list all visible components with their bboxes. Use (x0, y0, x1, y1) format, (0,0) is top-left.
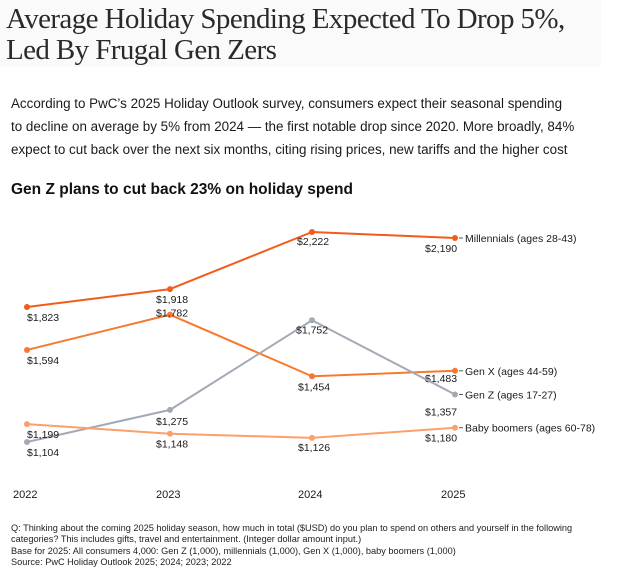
intro-paragraph: According to PwC’s 2025 Holiday Outlook … (11, 92, 621, 161)
data-point (452, 424, 458, 431)
data-point (309, 373, 315, 380)
data-label: $1,454 (298, 381, 330, 393)
data-label: $1,594 (27, 355, 59, 367)
data-point (309, 317, 315, 324)
data-point (452, 367, 458, 374)
legend-label-gen-z: Gen Z (ages 17-27) (465, 389, 557, 401)
data-point (24, 421, 30, 428)
series-line-millennials (26, 231, 456, 308)
data-label: $1,126 (298, 442, 330, 454)
series-line-gen-z (26, 319, 456, 443)
intro-line-2: to decline on average by 5% from 2024 — … (11, 119, 575, 134)
legend-label-millennials: Millennials (ages 28-43) (465, 233, 576, 245)
series-millennials: $1,823 $1,918 $2,222 $2,190 Millennials (age… (24, 229, 576, 324)
data-label: $1,918 (156, 294, 188, 306)
data-point (167, 286, 173, 293)
series-line-baby-boomers (26, 423, 456, 439)
data-label: $1,823 (27, 312, 59, 324)
footnote-question-2: categories? This includes gifts, travel … (11, 534, 362, 545)
line-chart: $1,823 $1,918 $2,222 $2,190 Millennials (age… (13, 229, 595, 501)
data-point (309, 434, 315, 441)
data-point (167, 406, 173, 413)
intro-line-3: expect to cut back over the next six mon… (11, 142, 568, 157)
data-label: $1,357 (425, 406, 457, 418)
legend-label-gen-x: Gen X (ages 44-59) (465, 366, 557, 378)
x-tick-label: 2025 (441, 489, 465, 501)
x-tick-label: 2024 (298, 489, 322, 501)
x-tick-label: 2022 (13, 489, 37, 501)
footnote-base: Base for 2025: All consumers 4,000: Gen … (11, 545, 456, 556)
headline-box: Average Holiday Spending Expected To Dro… (0, 0, 601, 67)
series-line-gen-x (26, 313, 456, 378)
data-point (24, 346, 30, 353)
data-label: $1,483 (425, 373, 457, 385)
data-point (452, 391, 458, 398)
data-label: $1,275 (156, 416, 188, 428)
data-label: $2,222 (297, 236, 329, 248)
legend-label-baby-boomers: Baby boomers (ages 60-78) (465, 423, 595, 435)
data-point (167, 311, 173, 318)
footnote-source: Source: PwC Holiday Outlook 2025; 2024; … (11, 557, 232, 568)
data-point (24, 303, 30, 310)
series-baby-boomers: $1,199 $1,148 $1,126 $1,180 Baby boomers (ag… (24, 421, 595, 454)
series-gen-x: $1,594 $1,782 $1,454 $1,483 Gen X (ages 44-5… (24, 308, 557, 393)
data-label: $1,782 (156, 308, 188, 320)
footnote-question-1: Q: Thinking about the coming 2025 holida… (11, 523, 573, 533)
intro-line-1: According to PwC’s 2025 Holiday Outlook … (11, 96, 563, 111)
data-label: $2,190 (425, 243, 457, 255)
headline-line-1: Average Holiday Spending Expected To Dro… (6, 3, 565, 35)
data-point (167, 430, 173, 437)
data-label: $1,148 (156, 439, 188, 451)
chart-title: Gen Z plans to cut back 23% on holiday s… (11, 181, 353, 198)
data-label: $1,199 (27, 429, 59, 441)
headline: Average Holiday Spending Expected To Dro… (6, 4, 565, 66)
data-point (309, 229, 315, 235)
series-gen-z: $1,104 $1,275 $1,752 $1,357 Gen Z (ages 17-2… (24, 317, 557, 459)
footnote: Q: Thinking about the coming 2025 holida… (11, 523, 621, 569)
data-label: $1,752 (296, 324, 328, 336)
data-label: $1,104 (27, 447, 59, 459)
data-point (24, 439, 30, 445)
headline-line-2: Led By Frugal Gen Zers (6, 34, 277, 66)
data-label: $1,180 (425, 433, 457, 445)
x-tick-label: 2023 (156, 489, 180, 501)
data-point (452, 235, 458, 242)
